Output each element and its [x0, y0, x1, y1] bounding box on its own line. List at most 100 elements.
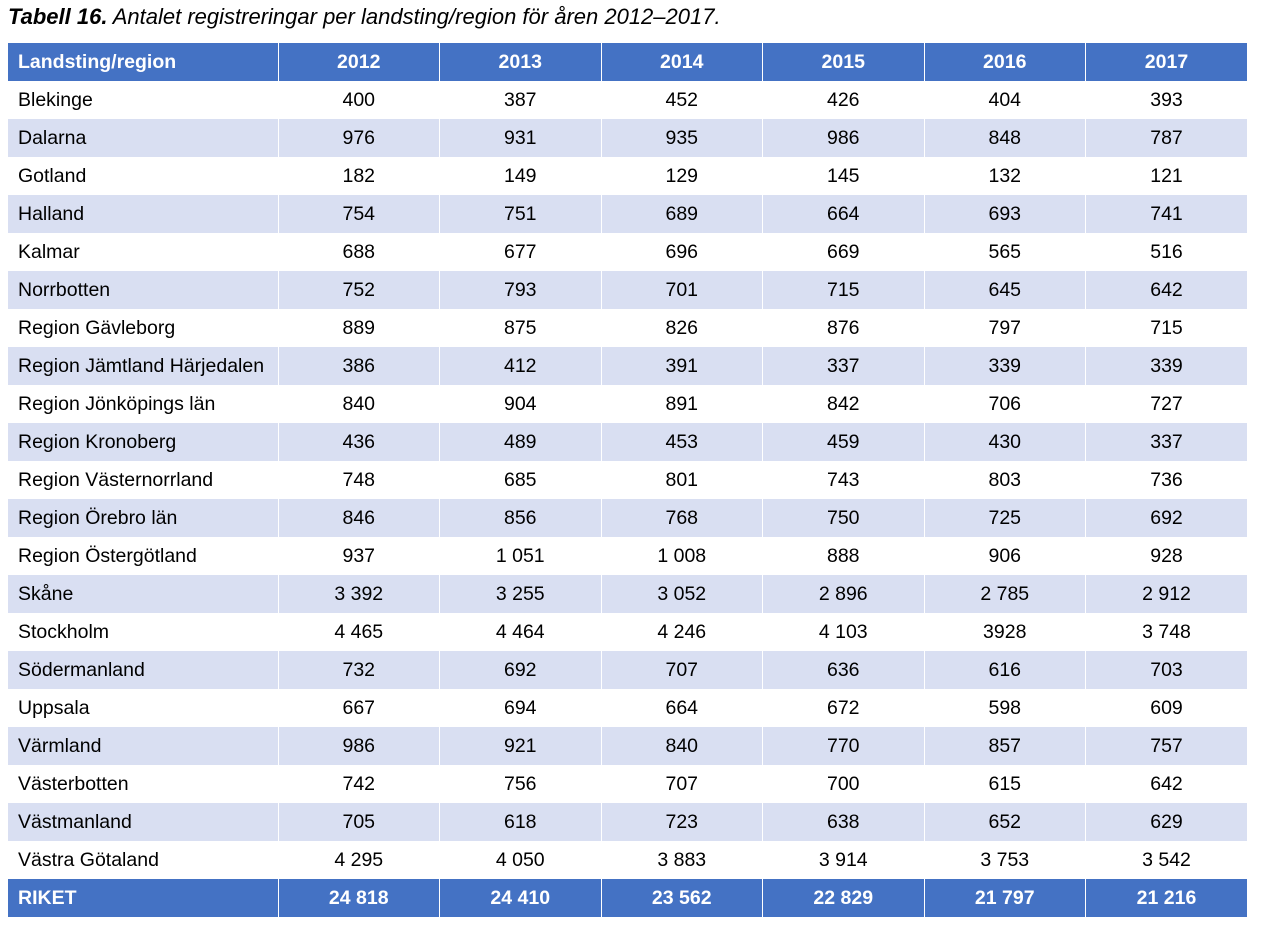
region-name-cell: Kalmar [8, 233, 279, 271]
value-cell: 876 [762, 309, 925, 347]
column-header-year: 2014 [601, 43, 763, 81]
value-cell: 688 [278, 233, 440, 271]
value-cell: 669 [762, 233, 925, 271]
value-cell: 391 [601, 347, 763, 385]
table-body: Blekinge 400 387 452 426 404 393 Dalarna 976 931 9… [8, 81, 1247, 879]
value-cell: 121 [1150, 164, 1183, 187]
value-cell: 848 [924, 119, 1086, 157]
region-name-cell: Region Örebro län [8, 499, 279, 537]
value-cell: 694 [439, 689, 602, 727]
value-cell: 904 [439, 385, 602, 423]
region-name-cell: Skåne [8, 575, 279, 613]
registrations-table: Landsting/region 2012 2013 2014 2015 2016 2017… [8, 43, 1247, 917]
value-cell: 826 [601, 309, 763, 347]
region-name-cell: Region Östergötland [8, 537, 279, 575]
value-cell: 888 [762, 537, 925, 575]
value-cell: 703 [1150, 658, 1183, 681]
value-cell: 856 [439, 499, 602, 537]
value-cell: 4 246 [601, 613, 763, 651]
value-cell: 928 [1150, 544, 1183, 567]
region-name-cell: Region Kronoberg [8, 423, 279, 461]
value-cell: 700 [762, 765, 925, 803]
value-cell: 801 [601, 461, 763, 499]
value-cell: 339 [924, 347, 1086, 385]
value-cell: 1 051 [439, 537, 602, 575]
value-cell: 565 [924, 233, 1086, 271]
value-cell: 667 [278, 689, 440, 727]
value-cell: 696 [601, 233, 763, 271]
value-cell: 707 [601, 651, 763, 689]
value-cell: 685 [439, 461, 602, 499]
value-cell: 4 295 [278, 841, 440, 879]
value-cell: 906 [924, 537, 1086, 575]
table-row: Västmanland 705 618 723 638 652 629 [8, 803, 1247, 841]
table-row: Dalarna 976 931 935 986 848 787 [8, 119, 1247, 157]
value-cell: 3 753 [924, 841, 1086, 879]
value-cell: 1 008 [601, 537, 763, 575]
total-label-cell: RIKET [8, 879, 279, 917]
region-name-cell: Gotland [8, 157, 279, 195]
table-row: Region Östergötland 937 1 051 1 008 888 906 92… [8, 537, 1247, 575]
column-header-year: 2015 [762, 43, 925, 81]
region-name-cell: Södermanland [8, 651, 279, 689]
table-row: Södermanland 732 692 707 636 616 703 [8, 651, 1247, 689]
value-cell: 751 [439, 195, 602, 233]
region-name-cell: Region Jämtland Härjedalen [8, 347, 279, 385]
value-cell: 976 [278, 119, 440, 157]
value-cell: 3 883 [601, 841, 763, 879]
region-name-cell: Halland [8, 195, 279, 233]
value-cell: 750 [762, 499, 925, 537]
table-row: Västra Götaland 4 295 4 050 3 883 3 914 3 753… [8, 841, 1247, 879]
value-cell: 727 [1150, 392, 1183, 415]
table-row: Norrbotten 752 793 701 715 645 642 [8, 271, 1247, 309]
value-cell: 797 [924, 309, 1086, 347]
value-cell: 701 [601, 271, 763, 309]
total-value-cell: 23 562 [601, 879, 763, 917]
value-cell: 426 [762, 81, 925, 119]
value-cell: 846 [278, 499, 440, 537]
value-cell: 689 [601, 195, 763, 233]
value-cell: 412 [439, 347, 602, 385]
value-cell: 754 [278, 195, 440, 233]
value-cell: 489 [439, 423, 602, 461]
value-cell: 715 [1150, 316, 1183, 339]
value-cell: 2 785 [924, 575, 1086, 613]
table-number: Tabell 16. [8, 4, 108, 29]
value-cell: 3 542 [1142, 848, 1191, 871]
value-cell: 149 [439, 157, 602, 195]
value-cell: 645 [924, 271, 1086, 309]
table-caption: Tabell 16. Antalet registreringar per la… [8, 4, 721, 30]
value-cell: 840 [601, 727, 763, 765]
value-cell: 3928 [924, 613, 1086, 651]
value-cell: 459 [762, 423, 925, 461]
value-cell: 3 052 [601, 575, 763, 613]
region-name-cell: Region Västernorrland [8, 461, 279, 499]
value-cell: 642 [1150, 772, 1183, 795]
value-cell: 629 [1150, 810, 1183, 833]
value-cell: 768 [601, 499, 763, 537]
region-name-cell: Region Gävleborg [8, 309, 279, 347]
value-cell: 339 [1150, 354, 1183, 377]
region-name-cell: Uppsala [8, 689, 279, 727]
value-cell: 129 [601, 157, 763, 195]
value-cell: 609 [1150, 696, 1183, 719]
value-cell: 516 [1150, 240, 1183, 263]
region-name-cell: Stockholm [8, 613, 279, 651]
value-cell: 2 912 [1142, 582, 1191, 605]
value-cell: 598 [924, 689, 1086, 727]
value-cell: 707 [601, 765, 763, 803]
value-cell: 664 [601, 689, 763, 727]
value-cell: 652 [924, 803, 1086, 841]
region-name-cell: Västmanland [8, 803, 279, 841]
column-header-year: 2013 [439, 43, 602, 81]
total-value-cell: 21 797 [924, 879, 1086, 917]
region-name-cell: Region Jönköpings län [8, 385, 279, 423]
value-cell: 436 [278, 423, 440, 461]
table-row: Gotland 182 149 129 145 132 121 [8, 157, 1247, 195]
table-row: Halland 754 751 689 664 693 741 [8, 195, 1247, 233]
value-cell: 692 [439, 651, 602, 689]
value-cell: 741 [1150, 202, 1183, 225]
value-cell: 748 [278, 461, 440, 499]
region-name-cell: Västerbotten [8, 765, 279, 803]
value-cell: 723 [601, 803, 763, 841]
